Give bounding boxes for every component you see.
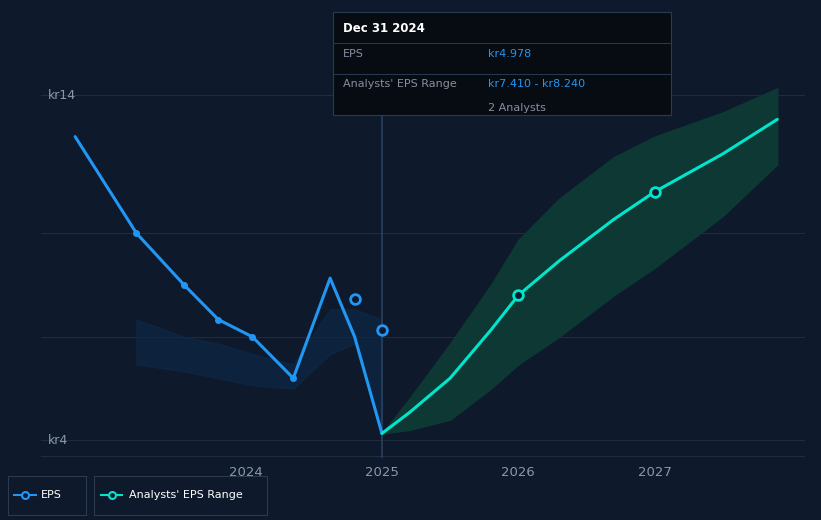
Text: Analysts' EPS Range: Analysts' EPS Range: [343, 79, 457, 89]
Text: Analysts Forecasts: Analysts Forecasts: [388, 88, 498, 101]
Text: kr4: kr4: [48, 434, 68, 447]
Text: Actual: Actual: [339, 88, 377, 101]
Text: kr14: kr14: [48, 89, 76, 102]
Text: kr4.978: kr4.978: [488, 49, 532, 59]
Text: Analysts' EPS Range: Analysts' EPS Range: [129, 490, 243, 500]
Text: Dec 31 2024: Dec 31 2024: [343, 22, 425, 35]
Text: kr7.410 - kr8.240: kr7.410 - kr8.240: [488, 79, 585, 89]
Text: 2 Analysts: 2 Analysts: [488, 102, 546, 113]
Text: EPS: EPS: [41, 490, 62, 500]
Text: EPS: EPS: [343, 49, 364, 59]
